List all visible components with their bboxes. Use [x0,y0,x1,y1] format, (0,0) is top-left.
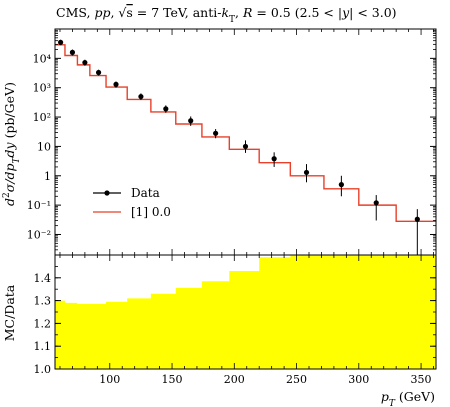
legend-data-label: Data [131,186,160,200]
ratio-y-tick-label: 1.1 [34,340,52,353]
y-tick-label: 10 [37,140,51,153]
data-point [163,106,169,112]
y-tick-label: 1 [44,170,51,183]
x-axis-label: pT (GeV) [381,389,435,407]
ratio-y-tick-label: 1.2 [34,317,52,330]
data-point [303,169,310,176]
ratio-y-axis-label: MC/Data [2,284,17,341]
y-tick-label: 10⁴ [33,52,52,65]
x-tick-label: 250 [286,373,307,386]
main-y-axis-label: d2σ/dpTdy (pb/GeV) [2,82,22,206]
ratio-y-tick-label: 1.0 [34,363,52,376]
legend-mc-label: [1] 0.0 [131,205,171,219]
ratio-axes: 1.0 1.1 1.2 1.3 1.4 100 150 200 250 300 350 [34,255,436,386]
ratio-fill-area [55,255,436,369]
data-point [271,156,277,162]
ratio-y-tick-label: 1.4 [34,272,52,285]
legend-data-marker [104,190,110,196]
main-y-axis: 10⁻² 10⁻¹ 1 10 10² 10³ 10⁴ [27,29,436,256]
data-points [58,39,420,255]
data-point [213,130,219,136]
y-tick-label: 10⁻² [27,228,51,241]
ratio-plot-frame [54,254,437,370]
data-point [242,143,249,150]
x-tick-label: 150 [162,373,183,386]
chart-title: CMS, pp, √s = 7 TeV, anti-kT, R = 0.5 (2… [56,5,397,25]
data-point [113,81,119,87]
y-tick-label: 10² [33,111,51,124]
x-tick-label: 100 [99,373,120,386]
x-tick-label: 200 [224,373,245,386]
y-tick-label: 10⁻¹ [27,199,51,212]
data-point [373,200,379,206]
data-point [338,182,344,188]
data-point [188,118,194,124]
y-tick-label: 10³ [33,82,51,95]
ratio-band [55,255,436,369]
data-point [58,39,64,45]
data-point [414,216,420,222]
mc-histogram [55,44,436,223]
legend: Data [1] 0.0 [93,186,171,219]
x-tick-label: 300 [348,373,369,386]
data-point [82,59,88,66]
x-tick-label: 350 [411,373,432,386]
ratio-y-tick-label: 1.3 [34,295,52,308]
data-point [69,49,76,55]
mc-step-line [55,44,436,223]
data-point [95,69,102,76]
data-point [138,93,144,100]
